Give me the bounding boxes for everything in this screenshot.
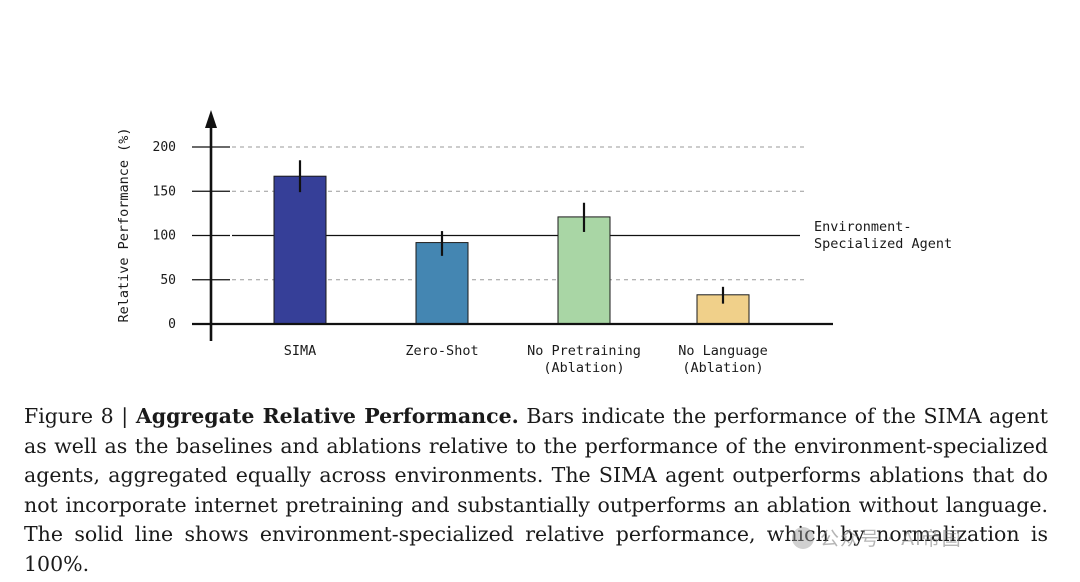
reference-label-line1: Environment- bbox=[814, 219, 912, 235]
x-tick-label-1: Zero-Shot bbox=[405, 343, 478, 359]
y-tick-label-0: 0 bbox=[168, 317, 176, 332]
wechat-icon bbox=[792, 526, 814, 549]
bar-0 bbox=[273, 175, 327, 325]
axes bbox=[192, 110, 833, 341]
y-tick-label-200: 200 bbox=[153, 140, 176, 155]
caption-prefix: Figure 8 | bbox=[24, 404, 136, 428]
x-tick-label-0: SIMA bbox=[284, 343, 317, 359]
y-tick-label-50: 50 bbox=[160, 273, 176, 288]
y-axis-arrow bbox=[205, 110, 217, 128]
chart-text: 0 50 100 150 200 Environment-Specialized Agen… bbox=[116, 127, 952, 376]
y-axis-label: Relative Performance (%) bbox=[116, 127, 132, 322]
reference-label-line2: Specialized Agent bbox=[814, 236, 952, 252]
bar-2 bbox=[557, 216, 611, 325]
y-tick-label-150: 150 bbox=[153, 184, 176, 199]
bar-1 bbox=[415, 242, 469, 325]
x-tick-label-3: No Language bbox=[678, 343, 767, 359]
watermark-text: 公众号 · AI帝国 bbox=[820, 528, 962, 550]
x-tick-label-2-line2: (Ablation) bbox=[543, 360, 624, 376]
y-tick-label-100: 100 bbox=[153, 229, 176, 244]
bar-chart: 0 50 100 150 200 Environment-Specialized Agen… bbox=[116, 110, 952, 376]
figure-caption: Figure 8 | Aggregate Relative Performanc… bbox=[24, 402, 1048, 580]
watermark: 公众号 · AI帝国 bbox=[792, 524, 962, 551]
x-tick-label-2: No Pretraining bbox=[527, 343, 641, 359]
x-tick-label-3-line2: (Ablation) bbox=[682, 360, 763, 376]
caption-body: Bars indicate the performance of the SIM… bbox=[24, 404, 1048, 576]
bars bbox=[273, 160, 750, 325]
caption-title: Aggregate Relative Performance. bbox=[135, 404, 519, 428]
